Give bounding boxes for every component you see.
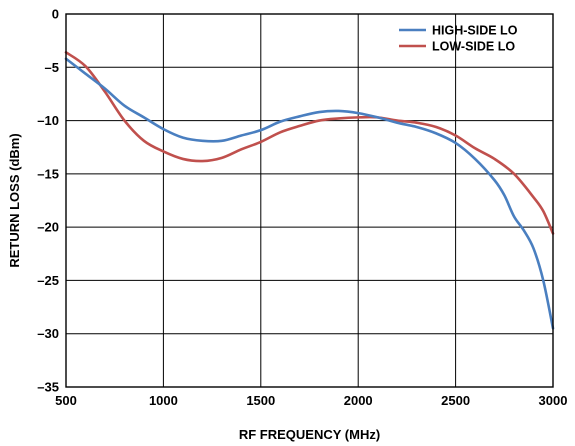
legend-label-high-side-lo: HIGH-SIDE LO <box>432 24 518 38</box>
y-tick-label: 0 <box>52 7 59 22</box>
legend-label-low-side-lo: LOW-SIDE LO <box>432 40 515 54</box>
y-tick-label: –35 <box>37 380 59 395</box>
y-tick-labels: 0 –5 –10 –15 –20 –25 –30 –35 <box>37 7 59 395</box>
y-tick-label: –15 <box>37 166 59 181</box>
x-tick-label: 500 <box>55 393 77 408</box>
y-tick-label: –30 <box>37 326 59 341</box>
x-tick-label: 1000 <box>149 393 178 408</box>
y-tick-label: –20 <box>37 220 59 235</box>
series-line-high-side-lo <box>64 57 555 330</box>
series-line-low-side-lo <box>64 51 555 235</box>
series-group <box>64 51 555 330</box>
x-tick-label: 3000 <box>539 393 568 408</box>
plot-frame <box>65 13 554 388</box>
x-tick-label: 2500 <box>441 393 470 408</box>
x-axis-label: RF FREQUENCY (MHz) <box>239 427 380 442</box>
legend: HIGH-SIDE LO LOW-SIDE LO <box>399 24 518 54</box>
x-tick-label: 2000 <box>344 393 373 408</box>
x-tick-labels: 500 1000 1500 2000 2500 3000 <box>55 393 567 408</box>
y-tick-label: –5 <box>45 60 59 75</box>
y-tick-label: –10 <box>37 113 59 128</box>
y-tick-label: –25 <box>37 273 59 288</box>
grid <box>65 13 554 388</box>
y-axis-label: RETURN LOSS (dBm) <box>7 133 22 267</box>
x-tick-label: 1500 <box>246 393 275 408</box>
